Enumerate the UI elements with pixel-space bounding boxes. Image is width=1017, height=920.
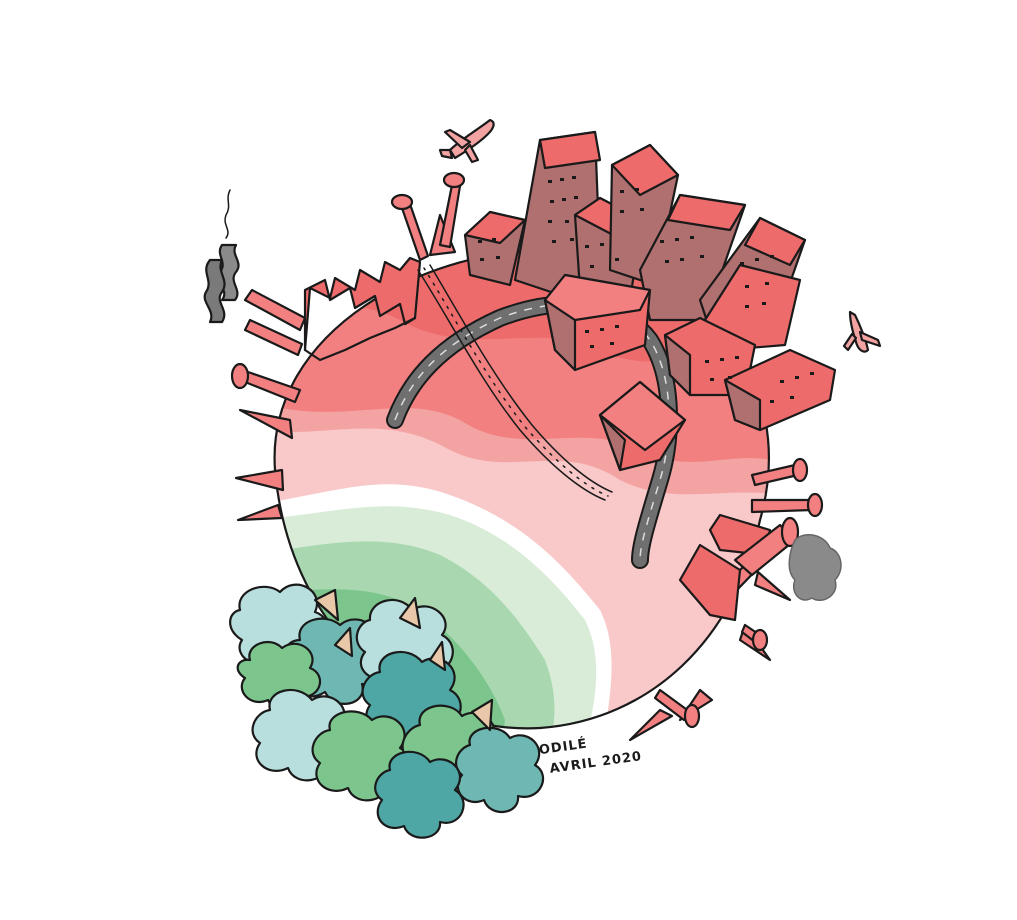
railway xyxy=(417,264,613,501)
city-buildings xyxy=(463,130,837,472)
factory-right xyxy=(678,513,842,622)
signature-name: ODILÉ xyxy=(538,736,589,759)
signature: ODILÉ AVRIL 2020 xyxy=(538,736,643,777)
airplane-right xyxy=(842,310,882,353)
factory-left xyxy=(203,189,422,362)
trees xyxy=(229,583,545,839)
airplane-top xyxy=(438,118,495,164)
